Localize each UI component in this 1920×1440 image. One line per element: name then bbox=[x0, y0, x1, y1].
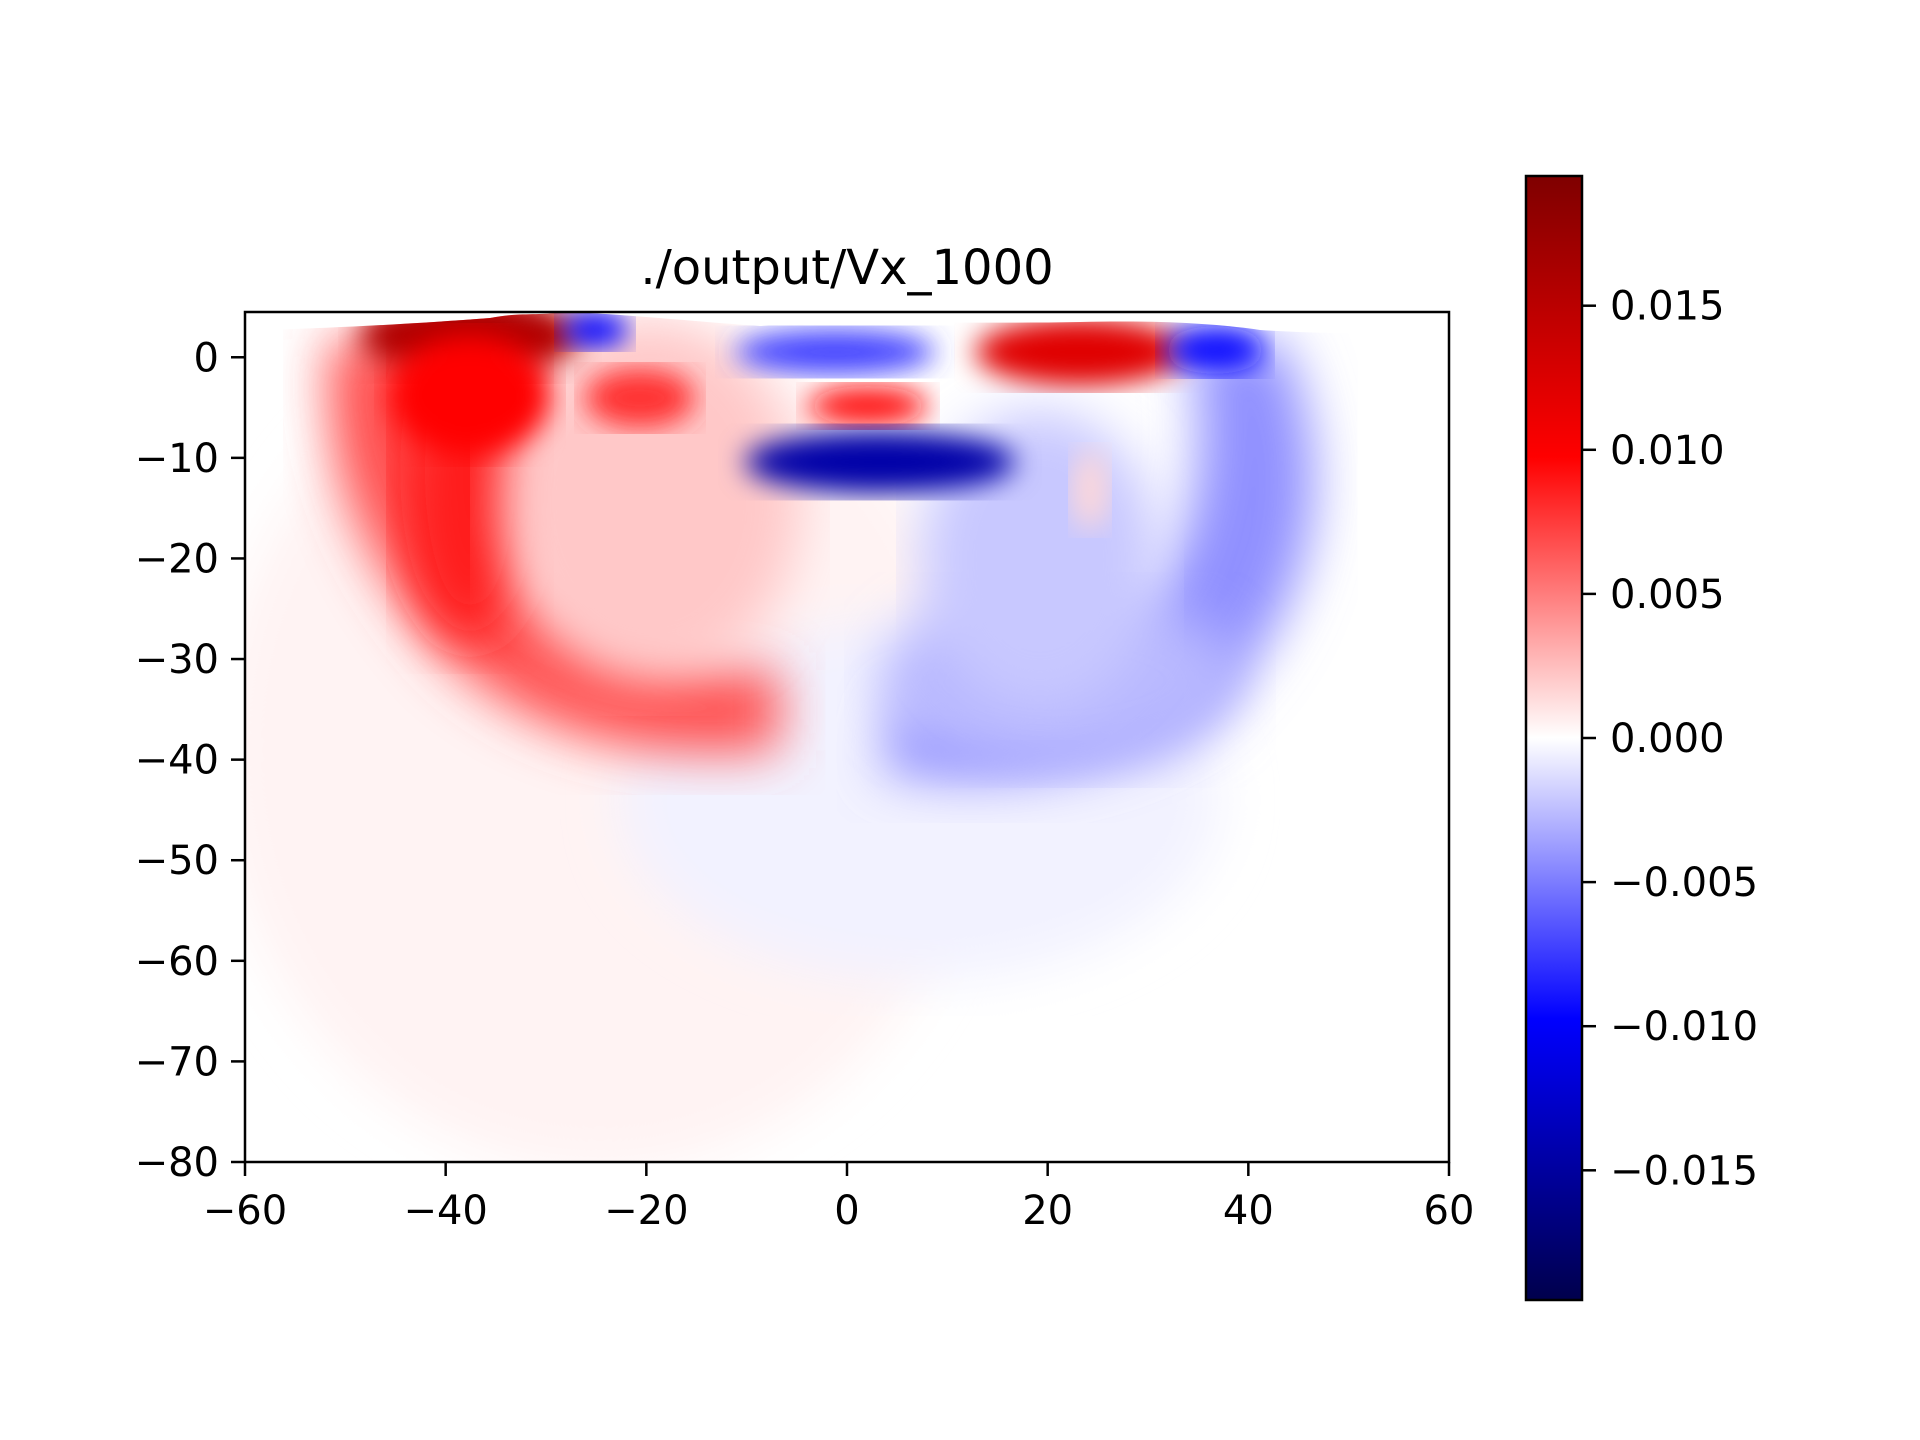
field-dark-blue-core bbox=[745, 430, 1015, 494]
y-tick-label: −10 bbox=[135, 436, 219, 482]
x-tick-label: 0 bbox=[834, 1188, 859, 1234]
x-tick-label: 20 bbox=[1022, 1188, 1073, 1234]
y-tick-label: −70 bbox=[135, 1039, 219, 1085]
y-tick-label: −80 bbox=[135, 1140, 219, 1186]
colorbar-ramp bbox=[1524, 174, 1584, 1302]
colorbar-tick-label: 0.015 bbox=[1610, 284, 1725, 330]
field-blue-top-left bbox=[561, 312, 629, 348]
y-tick-label: −20 bbox=[135, 536, 219, 582]
colorbar-tick-label: 0.005 bbox=[1610, 572, 1725, 618]
colorbar: 0.015 0.010 0.005 0.000 −0.005 −0.010 −0.015 bbox=[1524, 174, 1758, 1302]
y-tick-label: −50 bbox=[135, 838, 219, 884]
y-tick-label: −30 bbox=[135, 637, 219, 683]
colorbar-tick-label: −0.010 bbox=[1610, 1004, 1758, 1050]
x-tick-label: −60 bbox=[203, 1188, 287, 1234]
field-red-subsurface bbox=[390, 335, 550, 455]
colorbar-ticks: 0.015 0.010 0.005 0.000 −0.005 −0.010 −0.015 bbox=[1582, 284, 1758, 1194]
colorbar-tick-label: 0.000 bbox=[1610, 716, 1725, 762]
field-pale-red-interior bbox=[500, 320, 800, 680]
colorbar-tick-label: −0.015 bbox=[1610, 1148, 1758, 1194]
colorbar-tick-label: −0.005 bbox=[1610, 860, 1758, 906]
heatmap-field bbox=[245, 312, 1314, 1162]
field-red-mid bbox=[585, 368, 695, 428]
colorbar-tick-label: 0.010 bbox=[1610, 428, 1725, 474]
x-tick-label: −20 bbox=[604, 1188, 688, 1234]
field-red-arc bbox=[328, 330, 780, 753]
plot-area bbox=[243, 310, 1451, 1164]
field-red-right-lobe bbox=[975, 318, 1185, 386]
field-faint-red-streak bbox=[1072, 450, 1108, 530]
x-tick-label: 40 bbox=[1223, 1188, 1274, 1234]
x-axis: −60 −40 −20 0 20 40 60 bbox=[203, 1162, 1475, 1234]
field-red-center bbox=[808, 386, 928, 426]
x-tick-label: −40 bbox=[403, 1188, 487, 1234]
y-tick-label: −60 bbox=[135, 939, 219, 985]
chart-title: ./output/Vx_1000 bbox=[640, 240, 1053, 296]
field-blue-right-top bbox=[1165, 326, 1265, 374]
y-axis: 0 −10 −20 −30 −40 −50 −60 −70 −80 bbox=[135, 335, 245, 1186]
field-blue-top-center bbox=[735, 330, 935, 374]
x-tick-label: 60 bbox=[1424, 1188, 1475, 1234]
y-tick-label: −40 bbox=[135, 738, 219, 784]
y-tick-label: 0 bbox=[194, 335, 219, 381]
